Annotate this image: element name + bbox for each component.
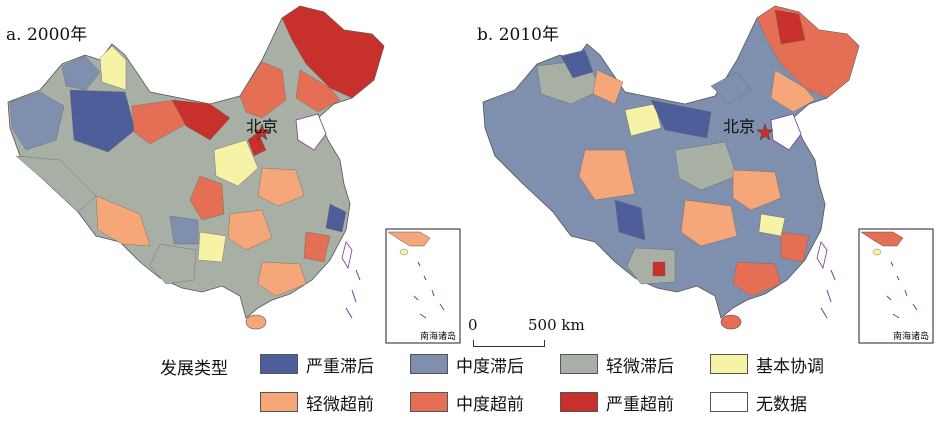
boundary-marks <box>820 269 836 319</box>
capital-star-icon <box>756 123 774 141</box>
inset-hainan <box>872 248 882 256</box>
hainan-island <box>720 314 742 330</box>
region-east-orange <box>732 169 782 211</box>
region-guangdong <box>257 261 307 297</box>
inset-label: 南海诸岛 <box>893 330 929 342</box>
region-south-yellow <box>197 231 227 263</box>
capital-label: 北京 <box>246 117 278 136</box>
legend-title: 发展类型 <box>160 359 228 379</box>
region-xinjiang-north <box>69 89 136 153</box>
scale-line <box>473 340 545 347</box>
legend-item: 严重滞后 <box>260 352 374 377</box>
region-jilin <box>770 69 816 113</box>
inset-islands <box>413 261 445 319</box>
legend-swatch <box>560 392 598 412</box>
legend-item: 基本协调 <box>710 352 824 377</box>
legend-item: 无数据 <box>710 390 807 415</box>
legend-item: 中度超前 <box>410 390 524 415</box>
region-gansu-nm <box>624 103 662 137</box>
legend-swatch <box>410 392 448 412</box>
inset-label: 南海诸岛 <box>420 330 456 342</box>
region-east-orange <box>257 167 305 207</box>
legend-label: 中度超前 <box>456 394 524 415</box>
china-map-2010: 北京 南海诸岛 <box>482 5 934 344</box>
inset-coast <box>860 231 904 247</box>
bohai-sea <box>295 113 327 151</box>
panel-title: a. 2000年 <box>6 25 88 45</box>
china-map-2000: 北京 南海诸岛 <box>7 5 461 344</box>
legend-label: 严重超前 <box>606 394 674 415</box>
region-sichuan-blue <box>169 215 199 245</box>
region-inner-mongolia <box>650 99 712 139</box>
scale-zero-label: 0 <box>468 316 478 334</box>
region-qinghai-west <box>15 155 97 213</box>
region-qinghai <box>578 149 636 201</box>
legend-swatch <box>410 354 448 374</box>
region-southeast-blue <box>325 203 347 233</box>
region-north-china <box>674 141 738 191</box>
region-shaanxi <box>189 175 225 221</box>
region-hebei-red <box>247 131 267 157</box>
legend-label: 轻微超前 <box>306 394 374 415</box>
region-ne-blue <box>710 71 752 105</box>
region-inner-mongolia <box>171 99 231 141</box>
region-central-mix <box>227 209 273 251</box>
legend-item: 轻微超前 <box>260 390 374 415</box>
legend-label: 无数据 <box>756 394 807 415</box>
legend-item: 中度滞后 <box>410 352 524 377</box>
region-xinjiang-east <box>61 55 101 91</box>
inset-coast <box>387 231 431 247</box>
legend-swatch <box>710 354 748 374</box>
legend-item: 严重超前 <box>560 390 674 415</box>
region-heilongjiang <box>281 5 385 99</box>
panel-title: b. 2010年 <box>477 25 559 45</box>
region-yunnan-red <box>652 261 666 277</box>
taiwan-island <box>341 241 353 270</box>
china-outline <box>7 5 385 319</box>
region-inner-mongolia-east <box>239 61 287 119</box>
boundary-marks <box>345 269 361 319</box>
legend-item: 轻微滞后 <box>560 352 674 377</box>
region-central <box>680 199 738 247</box>
south-china-sea-inset <box>385 228 461 344</box>
legend-swatch <box>260 354 298 374</box>
region-tibet-south <box>95 195 151 247</box>
region-north-yellow <box>99 45 127 91</box>
map-panel-2010: 北京 南海诸岛 b. 2010年 <box>475 0 950 345</box>
region-jilin <box>295 69 341 113</box>
scale-max-label: 500 km <box>528 316 585 334</box>
region-guangdong <box>732 261 782 297</box>
hainan-island <box>245 314 267 330</box>
region-heilongjiang-red <box>774 9 806 45</box>
region-yellow-east <box>758 213 786 237</box>
region-fujian <box>780 231 810 263</box>
region-tibet-blue <box>614 199 646 241</box>
region-gansu-nm <box>131 99 187 145</box>
capital-star-icon <box>253 123 271 141</box>
taiwan-island <box>816 241 828 270</box>
legend-label: 中度滞后 <box>456 356 524 377</box>
region-north-yellow <box>592 69 624 105</box>
inset-hainan <box>399 248 409 256</box>
capital-label: 北京 <box>723 117 755 136</box>
region-southwest <box>626 247 676 285</box>
legend-label: 严重滞后 <box>306 356 374 377</box>
region-xinjiang-east <box>560 49 594 79</box>
legend-swatch <box>560 354 598 374</box>
map-panel-2000: 北京 南海诸岛 a. 2000年 <box>0 0 475 345</box>
legend-swatch <box>260 392 298 412</box>
inset-islands <box>886 261 918 319</box>
region-north-china-mix <box>213 139 259 187</box>
bohai-sea <box>770 113 802 151</box>
legend-swatch <box>710 392 748 412</box>
south-china-sea-inset <box>858 228 934 344</box>
legend-label: 轻微滞后 <box>606 356 674 377</box>
region-fujian <box>303 231 331 263</box>
region-far-west <box>9 91 65 151</box>
legend-label: 基本协调 <box>756 356 824 377</box>
legend: 发展类型 严重滞后 中度滞后 轻微滞后 基本协调 轻微超前 中度超前 严重超前 … <box>160 350 860 420</box>
scale-bar: 0 500 km <box>468 316 598 347</box>
region-yunnan <box>149 243 197 285</box>
